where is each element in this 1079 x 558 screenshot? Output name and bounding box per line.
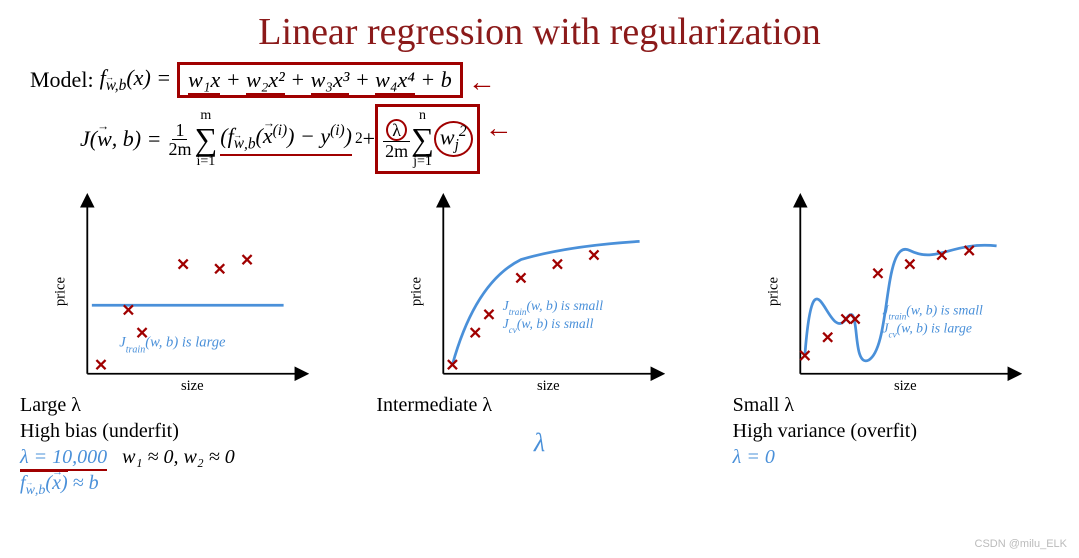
cost-plus: + [363,126,375,152]
model-label: Model: [30,67,94,93]
wj-circled: wj2 [434,121,473,157]
term-4: w₄x⁴ [375,67,415,95]
c1-xlabel: size [181,378,204,392]
watermark: CSDN @milu_ELK [975,538,1067,550]
c1-ylabel: price [52,277,68,306]
c2-caption1: Intermediate λ [376,392,702,418]
arrow-reg: ← [485,113,513,145]
chart-overfit-svg: price size Jtrain(w, b) is small Jcv(w, … [733,182,1059,392]
chart-row: price size Jtrain(w, b) is large Large λ… [20,182,1059,500]
svg-text:Jtrain(w, b) is large: Jtrain(w, b) is large [119,334,226,355]
c3-labels: Small λ High variance (overfit) λ = 0 [733,392,1059,470]
c2-ylabel: price [409,277,425,306]
chart-goodfit: price size Jtrain(w, b) is small Jcv(w, … [376,182,702,500]
chart-underfit: price size Jtrain(w, b) is large Large λ… [20,182,346,500]
chart-overfit: price size Jtrain(w, b) is small Jcv(w, … [733,182,1059,500]
term-b: b [441,67,452,92]
model-rhs-box: w₁x + w₂x² + w₃x³ + w₄x⁴ + b ← [177,62,463,98]
c1-labels: Large λ High bias (underfit) λ = 10,000 … [20,392,346,500]
arrow-model: ← [468,67,496,99]
term-3: w₃x³ [311,67,350,95]
reg-term-box: λ 2m n ∑ j=1 wj2 ← [375,104,480,174]
term-2: w₂x² [246,67,285,95]
frac1-d: 2m [165,140,194,158]
svg-text:Jtrain(w, b) is small: Jtrain(w, b) is small [882,302,983,321]
c1-weights: w₁ ≈ 0, w₂ ≈ 0 [122,446,235,468]
term-1: w₁x [188,67,220,95]
frac2-d: 2m [382,142,411,160]
c1-lambda: λ = 10,000 [20,446,107,471]
c2-lambda: λ [376,426,702,460]
chart-goodfit-svg: price size Jtrain(w, b) is small Jcv(w, … [376,182,702,392]
model-formula: Model: fw,b(x) = w₁x + w₂x² + w₃x³ + w₄x… [30,62,1059,98]
svg-text:Jtrain(w, b) is small: Jtrain(w, b) is small [503,298,604,317]
slide-title: Linear regression with regularization [20,10,1059,54]
c3-ylabel: price [765,277,781,306]
model-lhs-sub: w,b [106,77,127,94]
c3-caption2: High variance (overfit) [733,418,1059,444]
svg-text:Jcv(w, b) is large: Jcv(w, b) is large [882,321,971,340]
c3-lambda: λ = 0 [733,444,1059,470]
lambda-circled: λ [386,119,407,141]
svg-text:Jcv(w, b) is small: Jcv(w, b) is small [503,316,594,335]
sum2-bot: j=1 [413,155,432,169]
c2-xlabel: size [537,378,560,392]
model-lhs-arg: (x) = [126,65,171,90]
c3-xlabel: size [894,378,917,392]
c1-caption2: High bias (underfit) [20,418,346,444]
cost-formula: J(w, b) = 1 2m m ∑ i=1 (fw,b(x(i)) − y(i… [80,104,1059,174]
c1-caption1: Large λ [20,392,346,418]
sum1-bot: i=1 [196,155,215,169]
c2-labels: Intermediate λ λ [376,392,702,460]
c3-caption1: Small λ [733,392,1059,418]
chart-underfit-svg: price size Jtrain(w, b) is large [20,182,346,392]
frac1-n: 1 [172,121,187,140]
